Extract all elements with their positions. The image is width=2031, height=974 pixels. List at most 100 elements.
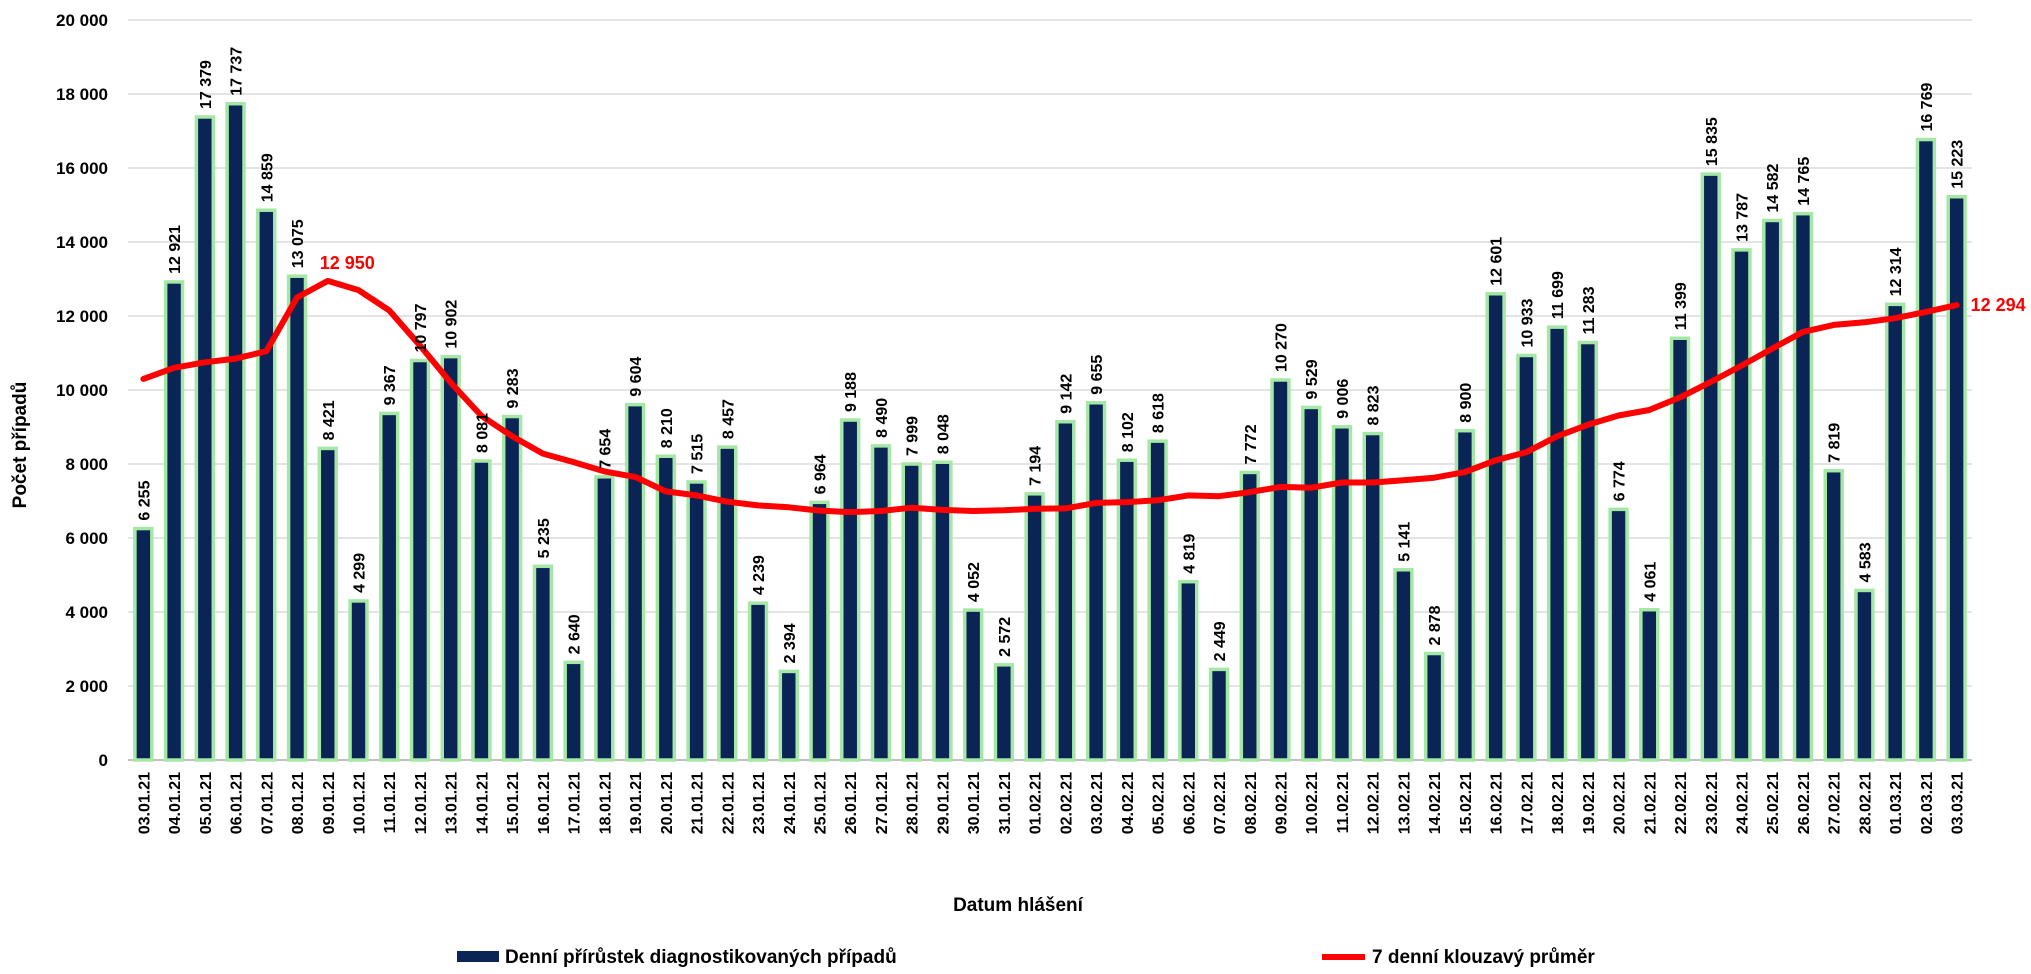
y-axis-ticks: 0 2 000 4 000 6 000 8 000 10 000 12 000 14 000 1…: [56, 11, 108, 770]
moving-average-series: 12 950 12 294: [140, 253, 2026, 516]
bar: [624, 402, 646, 762]
bar-value-label: 11 399: [1673, 282, 1690, 330]
bar: [317, 446, 338, 762]
bar-value-label: 8 490: [874, 398, 891, 438]
bar-value-label: 10 797: [413, 303, 430, 352]
bar-value-label: 8 102: [1120, 412, 1137, 452]
bar: [1024, 492, 1045, 762]
bar: [1454, 428, 1476, 762]
legend-item-bars: Denní přírůstek diagnostikovaných případ…: [457, 947, 897, 968]
x-tick-label: 13.01.21: [444, 772, 461, 834]
x-tick-label: 23.01.21: [751, 772, 768, 834]
bar-value-label: 8 081: [474, 413, 491, 453]
bar-value-label: 4 819: [1181, 534, 1198, 574]
bar: [1239, 470, 1260, 762]
x-tick-label: 06.02.21: [1181, 772, 1198, 834]
bar-value-label: 12 921: [167, 225, 184, 274]
bar: [809, 500, 830, 762]
x-tick-label: 27.01.21: [874, 772, 891, 834]
bar: [286, 274, 308, 762]
bar: [1085, 401, 1107, 762]
bar-value-label: 10 270: [1274, 323, 1291, 372]
bar: [1301, 405, 1322, 762]
bar-value-label: 14 859: [259, 153, 276, 202]
bar: [1362, 431, 1383, 762]
bar: [686, 480, 707, 762]
x-tick-label: 06.01.21: [229, 772, 246, 834]
bar: [1546, 325, 1568, 762]
bar-value-label: 7 772: [1243, 424, 1260, 464]
y-tick-label: 0: [99, 751, 108, 770]
bar-value-label: 9 188: [843, 372, 860, 412]
bar-value-label: 2 394: [782, 623, 799, 663]
bar-value-label: 6 255: [136, 480, 153, 520]
y-tick-label: 8 000: [65, 455, 108, 474]
bar-value-label: 9 283: [505, 368, 522, 408]
x-tick-label: 03.01.21: [136, 772, 153, 834]
bar: [1331, 425, 1353, 762]
bar: [1577, 340, 1599, 762]
x-tick-label: 19.01.21: [628, 772, 645, 834]
x-tick-label: 08.02.21: [1243, 772, 1260, 834]
bar: [1485, 292, 1506, 762]
x-tick-label: 20.02.21: [1612, 772, 1629, 834]
x-tick-label: 10.01.21: [352, 772, 369, 834]
bar: [1639, 607, 1660, 762]
bar-value-label: 17 379: [198, 60, 215, 109]
bar-value-label: 13 787: [1735, 193, 1752, 242]
bar: [256, 208, 277, 762]
bar-value-label: 9 367: [382, 365, 399, 405]
bar-value-label: 8 618: [1151, 393, 1168, 433]
x-tick-label: 03.03.21: [1950, 772, 1967, 834]
x-tick-label: 07.02.21: [1212, 772, 1229, 834]
x-tick-label: 14.02.21: [1427, 772, 1444, 834]
gridlines: [128, 19, 1972, 761]
x-tick-label: 31.01.21: [997, 772, 1014, 834]
x-tick-label: 11.01.21: [382, 772, 399, 834]
legend-label-bars: Denní přírůstek diagnostikovaných případ…: [505, 947, 897, 968]
bar: [471, 459, 492, 762]
bar-value-label: 14 765: [1796, 157, 1813, 206]
bar-value-label: 5 235: [536, 518, 553, 558]
x-tick-label: 12.02.21: [1366, 772, 1383, 834]
x-tick-label: 01.02.21: [1028, 772, 1045, 834]
x-tick-label: 28.01.21: [905, 772, 922, 834]
x-tick-label: 28.02.21: [1857, 772, 1874, 834]
bar-value-label: 12 314: [1888, 247, 1905, 296]
bar-value-label: 2 449: [1212, 621, 1229, 661]
bar: [870, 444, 892, 762]
bar: [1884, 302, 1906, 762]
bar: [655, 454, 677, 762]
moving-average-label: 12 294: [1971, 295, 2026, 315]
x-tick-label: 18.02.21: [1550, 772, 1567, 834]
bar: [993, 663, 1015, 762]
x-tick-label: 09.01.21: [321, 772, 338, 834]
x-tick-label: 27.02.21: [1827, 772, 1844, 834]
x-tick-label: 11.02.21: [1335, 772, 1352, 834]
bar: [379, 411, 400, 762]
bar-value-label: 11 283: [1581, 286, 1598, 334]
bar-data-labels: 6 255 12 921 17 379 17 737 14 859 13 075 8 421…: [136, 47, 1966, 664]
bar-series: [133, 101, 1967, 762]
y-tick-label: 4 000: [65, 603, 108, 622]
bar-value-label: 17 737: [229, 47, 246, 96]
bar: [532, 564, 554, 762]
bar: [1116, 458, 1138, 762]
bar-value-label: 2 878: [1427, 605, 1444, 645]
x-tick-label: 01.03.21: [1888, 772, 1905, 834]
x-tick-label: 29.01.21: [935, 772, 952, 834]
bar: [1823, 468, 1844, 762]
bar: [747, 601, 769, 762]
x-tick-label: 24.02.21: [1735, 772, 1752, 834]
bar: [1731, 248, 1752, 762]
bar-value-label: 4 052: [966, 562, 983, 602]
bar: [1178, 579, 1199, 762]
bar-value-label: 10 902: [444, 300, 461, 349]
bar-value-label: 6 774: [1612, 461, 1629, 501]
x-axis-ticks: 03.01.21 04.01.21 05.01.21 06.01.21 07.01.21…: [136, 772, 1966, 834]
x-tick-label: 30.01.21: [966, 772, 983, 834]
bar-value-label: 14 582: [1765, 163, 1782, 212]
x-tick-label: 23.02.21: [1704, 772, 1721, 834]
x-tick-label: 02.03.21: [1919, 772, 1936, 834]
